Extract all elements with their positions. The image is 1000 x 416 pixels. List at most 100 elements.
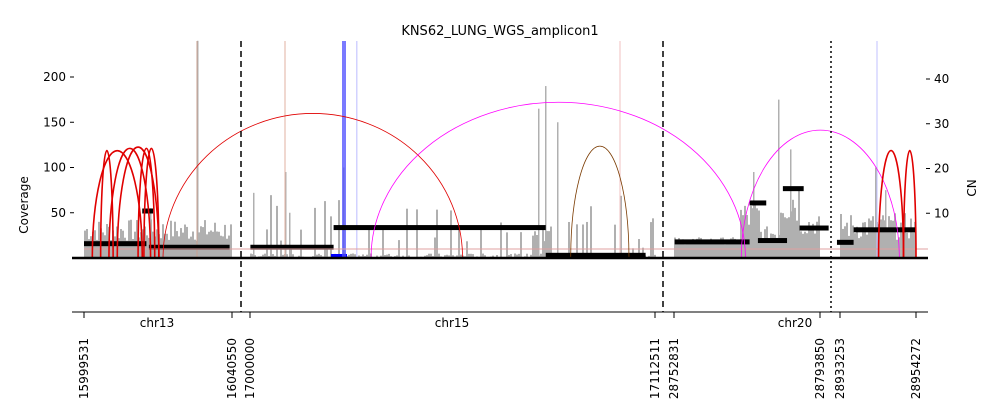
coverage-bar [366, 254, 368, 258]
coverage-bar [890, 220, 892, 258]
sv-arc [108, 147, 152, 259]
coverage-bar [348, 254, 350, 258]
coverage-bar [466, 241, 468, 258]
coverage-bar [354, 254, 356, 258]
coverage-bar [652, 218, 654, 258]
coverage-spike [885, 190, 887, 258]
position-tick-label: 28793850 [813, 338, 827, 399]
coverage-bar [740, 209, 742, 258]
position-tick-label: 28933253 [833, 338, 847, 399]
coverage-bar [318, 253, 320, 258]
sv-arc [116, 146, 160, 259]
coverage-bar [870, 220, 872, 258]
coverage-bar [396, 255, 398, 258]
sv-arc [570, 145, 630, 259]
y-tick-label-right: 20 [934, 162, 949, 176]
cn-segment [250, 244, 334, 250]
cn-segment [142, 208, 154, 214]
coverage-bar [368, 228, 370, 258]
coverage-bar [146, 235, 148, 258]
coverage-bar [788, 217, 790, 258]
coverage-bar [350, 253, 352, 258]
coverage-bar [496, 255, 498, 258]
coverage-bar [756, 208, 758, 258]
focus-region-bar [356, 41, 358, 258]
coverage-bar [792, 199, 794, 258]
y-tick-label-left: 100 [43, 161, 66, 175]
coverage-bar [860, 236, 862, 258]
coverage-bar [362, 254, 364, 258]
coverage-bar [216, 231, 218, 258]
coverage-bar [510, 254, 512, 258]
coverage-bar [180, 228, 182, 258]
coverage-bar [728, 242, 730, 258]
coverage-bar [914, 221, 916, 258]
coverage-bar [484, 255, 486, 258]
sv-arc [162, 113, 463, 259]
coverage-bar [526, 253, 528, 258]
coverage-bar [650, 222, 652, 258]
coverage-bar [186, 226, 188, 258]
coverage-bar [734, 238, 736, 258]
cn-segment [853, 227, 916, 233]
y-tick-label-right: 40 [934, 72, 949, 86]
coverage-bar [804, 231, 806, 258]
coverage-bar [750, 206, 752, 258]
position-tick-label: 17112511 [648, 338, 662, 399]
sv-arc [99, 149, 114, 259]
chart-title: KNS62_LUNG_WGS_amplicon1 [401, 24, 598, 39]
coverage-bar [534, 231, 536, 258]
coverage-bar [696, 238, 698, 258]
coverage-bar [818, 216, 820, 258]
coverage-bar [98, 221, 100, 258]
coverage-bar [436, 209, 438, 258]
coverage-bar [908, 238, 910, 258]
coverage-bar [718, 242, 720, 258]
coverage-bar [210, 230, 212, 258]
coverage-bar [282, 254, 284, 258]
y-tick-label-right: 10 [934, 206, 949, 220]
coverage-bar [286, 254, 288, 258]
coverage-bar [754, 205, 756, 258]
coverage-bar [428, 253, 430, 258]
coverage-bar [910, 218, 912, 258]
coverage-bar [894, 213, 896, 258]
coverage-bar [292, 254, 294, 258]
sv-arc [877, 149, 905, 259]
coverage-spike [289, 212, 291, 258]
coverage-bar [776, 237, 778, 258]
coverage-bar [438, 253, 440, 258]
coverage-bar [132, 238, 134, 258]
coverage-bar [760, 231, 762, 258]
coverage-bar [770, 233, 772, 258]
coverage-bar [382, 227, 384, 258]
coverage-bar [508, 254, 510, 258]
coverage-bar [800, 231, 802, 258]
coverage-bar [812, 223, 814, 258]
coverage-bar [722, 237, 724, 258]
coverage-bar [456, 255, 458, 258]
coverage-bar [688, 242, 690, 258]
coverage-bar [850, 215, 852, 258]
coverage-bar [384, 255, 386, 258]
coverage-spike [253, 192, 255, 258]
cn-segment [799, 225, 829, 231]
coverage-bar [900, 222, 902, 258]
y-tick-label-left: 150 [43, 115, 66, 129]
coverage-bar [684, 244, 686, 258]
coverage-bar [130, 219, 132, 258]
coverage-bar [162, 224, 164, 258]
coverage-bar [678, 238, 680, 258]
coverage-bar [90, 236, 92, 258]
cn-segment [333, 225, 546, 231]
coverage-bar [794, 207, 796, 258]
coverage-bar [530, 254, 532, 258]
coverage-bar [124, 237, 126, 258]
coverage-bar [546, 231, 548, 258]
coverage-bar [708, 242, 710, 258]
coverage-bar [738, 241, 740, 258]
coverage-bar [254, 255, 256, 258]
y-tick-label-right: 30 [934, 117, 949, 131]
coverage-bar [324, 201, 326, 258]
coverage-bar [430, 253, 432, 258]
